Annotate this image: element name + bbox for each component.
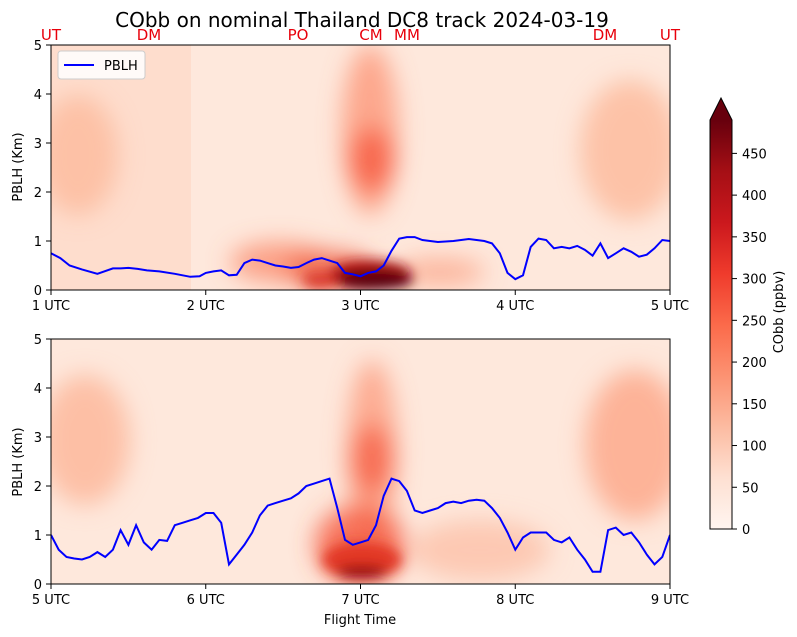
x-tick-label: 2 UTC — [187, 299, 225, 314]
colorbar-tick-label: 50 — [742, 481, 759, 496]
site-label: PO — [288, 26, 309, 44]
x-tick-label: 1 UTC — [32, 299, 70, 314]
x-tick-label: 8 UTC — [496, 593, 534, 608]
y-axis-label-bottom: PBLH (Km) — [11, 427, 26, 496]
colorbar-label: CObb (ppbv) — [772, 271, 787, 354]
x-tick-label: 3 UTC — [341, 299, 379, 314]
site-label: UT — [41, 26, 62, 44]
x-tick-label: 5 UTC — [32, 593, 70, 608]
chart-title: CObb on nominal Thailand DC8 track 2024-… — [115, 8, 609, 32]
y-tick-label: 1 — [34, 235, 42, 250]
site-label: DM — [593, 26, 618, 44]
y-tick-label: 5 — [34, 333, 42, 348]
heatmap-bottom — [51, 339, 670, 584]
x-tick-label: 9 UTC — [651, 593, 689, 608]
colorbar-tick-label: 150 — [742, 398, 767, 413]
y-tick-label: 3 — [34, 431, 42, 446]
colorbar-tick-label: 450 — [742, 147, 767, 162]
y-tick-label: 2 — [34, 186, 42, 201]
colorbar-gradient — [710, 120, 732, 529]
colorbar-tick-label: 350 — [742, 231, 767, 246]
x-axis-label: Flight Time — [324, 613, 396, 628]
colorbar: 0 50 100 150 200 250 300 350 400 450 CObb (ppbv) — [709, 96, 787, 538]
y-tick-label: 4 — [34, 88, 42, 103]
x-tick-label: 5 UTC — [651, 299, 689, 314]
y-tick-label: 1 — [34, 529, 42, 544]
legend: PBLH — [57, 50, 146, 80]
x-tick-label: 6 UTC — [187, 593, 225, 608]
colorbar-tick-label: 400 — [742, 189, 767, 204]
colorbar-tick-label: 200 — [742, 356, 767, 371]
colorbar-extend-arrow — [710, 98, 732, 120]
y-tick-label: 2 — [34, 480, 42, 495]
site-label: CM — [359, 26, 382, 44]
y-axis-label-top: PBLH (Km) — [11, 132, 26, 201]
x-tick-label: 4 UTC — [496, 299, 534, 314]
site-label: DM — [137, 26, 162, 44]
x-tick-label: 7 UTC — [341, 593, 379, 608]
y-tick-label: 0 — [34, 578, 42, 593]
legend-label: PBLH — [104, 59, 138, 74]
y-tick-label: 4 — [34, 382, 42, 397]
heatmap-top — [51, 45, 670, 290]
colorbar-tick-label: 0 — [742, 523, 750, 538]
site-label: MM — [394, 26, 420, 44]
pblh-lines — [51, 236, 670, 573]
pblh-series-line — [51, 236, 670, 281]
pblh-series-line — [51, 477, 670, 573]
colorbar-tick-label: 100 — [742, 440, 767, 455]
y-tick-label: 5 — [34, 39, 42, 54]
y-tick-label: 0 — [34, 284, 42, 299]
site-label: UT — [660, 26, 681, 44]
y-tick-label: 3 — [34, 137, 42, 152]
colorbar-tick-label: 250 — [742, 314, 767, 329]
colorbar-tick-label: 300 — [742, 273, 767, 288]
